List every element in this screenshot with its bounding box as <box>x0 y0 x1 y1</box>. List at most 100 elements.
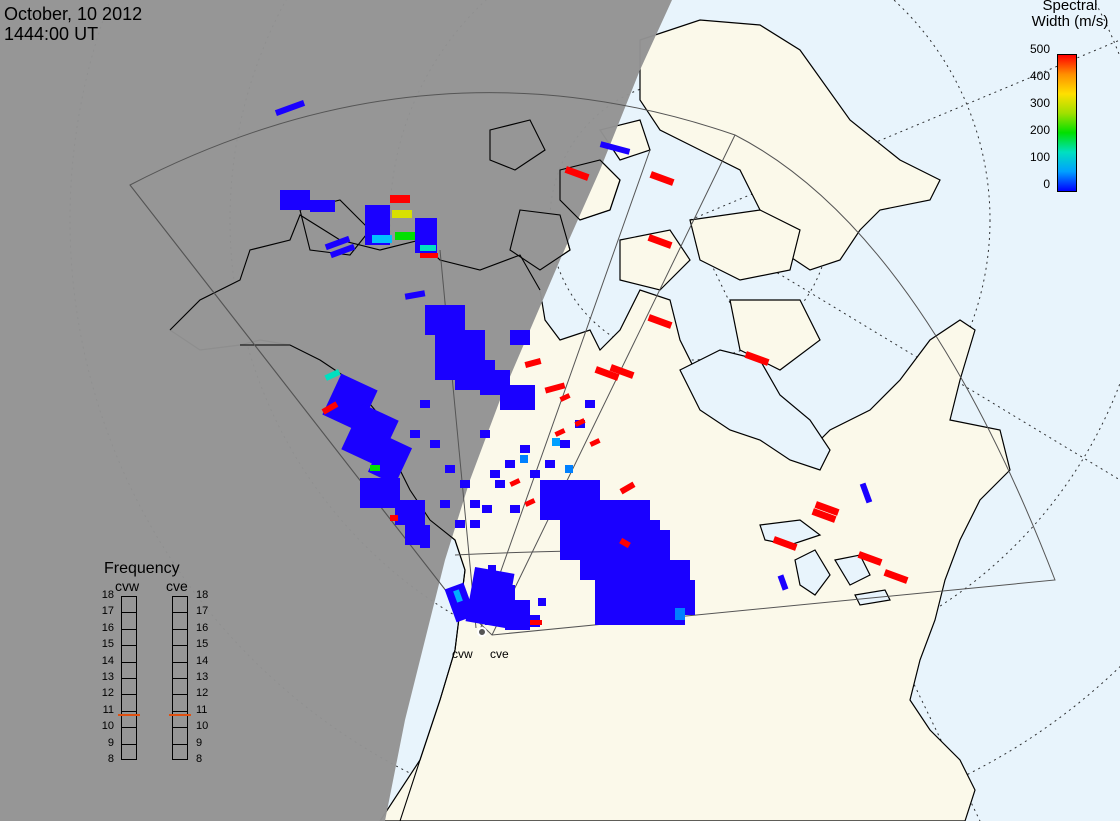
echo-cell <box>480 430 490 438</box>
echo-cell <box>510 505 520 513</box>
frequency-grid-line <box>172 694 188 696</box>
echo-cell <box>554 428 566 437</box>
echo-cell <box>390 515 398 521</box>
echo-cell <box>565 465 573 473</box>
frequency-tick-left: 10 <box>101 720 114 733</box>
frequency-tick-left: 17 <box>101 605 114 618</box>
colorbar-tick-label: 0 <box>1043 177 1050 191</box>
echo-cell <box>455 520 465 528</box>
echo-cell <box>510 330 530 345</box>
arctic-island-4 <box>689 209 801 281</box>
arctic-island-3 <box>619 229 691 291</box>
spectral-width-colorbar <box>1057 54 1077 192</box>
frequency-title: Frequency <box>104 560 180 577</box>
echo-cell <box>859 482 873 504</box>
echo-cell <box>440 500 450 508</box>
echo-cell <box>420 400 430 408</box>
frequency-tick-right: 17 <box>196 605 209 618</box>
great-lakes <box>759 519 891 606</box>
echo-cell <box>329 243 356 259</box>
echo-cell <box>460 480 470 488</box>
echo-cell <box>444 582 476 623</box>
echo-cell <box>520 455 528 463</box>
echo-cell <box>530 620 542 625</box>
frequency-tick-right: 14 <box>196 654 209 667</box>
radar-echoes <box>274 100 909 630</box>
echo-cell <box>505 460 515 468</box>
echo-cell <box>490 470 500 478</box>
echo-cell <box>552 438 560 446</box>
frequency-tick-left: 9 <box>107 736 114 749</box>
echo-cell <box>280 190 310 210</box>
frequency-grid-line <box>121 661 137 663</box>
frequency-tick-right: 13 <box>196 671 209 683</box>
echo-cell <box>744 351 770 366</box>
echo-cell <box>420 253 438 258</box>
frequency-grid-line <box>121 678 137 679</box>
echo-cell <box>544 382 566 394</box>
colorbar-tick-label: 500 <box>1029 42 1050 56</box>
echo-cell <box>564 166 590 181</box>
echo-cell <box>814 501 840 516</box>
echo-cell <box>360 478 400 508</box>
echo-cell <box>772 536 798 551</box>
echo-cell <box>445 465 455 473</box>
echo-cell <box>480 570 490 578</box>
site-label-cve: cve <box>490 647 509 661</box>
echo-cell <box>274 100 306 116</box>
frequency-grid-line <box>121 710 137 712</box>
frequency-grid-line <box>121 694 137 696</box>
frequency-grid-line <box>172 678 188 679</box>
frequency-grid-line <box>172 743 188 745</box>
echo-cell <box>470 520 480 528</box>
frequency-indicator-cve <box>169 713 191 716</box>
frequency-grid-line <box>121 645 137 647</box>
echo-cell <box>420 245 436 251</box>
arctic-island-5 <box>729 299 821 371</box>
frequency-grid-line <box>172 710 188 712</box>
site-label-cvw: cvw <box>452 647 473 661</box>
echo-cell <box>370 465 380 471</box>
echo-cell <box>777 574 789 591</box>
echo-cell <box>594 366 620 381</box>
frequency-tick-right: 16 <box>196 621 209 634</box>
echo-cell <box>599 141 631 155</box>
frequency-grid-line <box>172 612 188 614</box>
frequency-tick-left: 15 <box>101 638 114 651</box>
echo-cell <box>500 385 535 410</box>
echo-cell <box>488 565 496 573</box>
echo-cell <box>559 393 571 402</box>
echo-cell <box>619 537 631 549</box>
echo-cell <box>372 235 392 243</box>
frequency-grid-line <box>172 628 188 630</box>
echo-cell <box>395 232 415 240</box>
echo-cell <box>392 210 412 218</box>
echo-cell <box>585 400 595 408</box>
frequency-station-cvw: cvw <box>115 578 140 594</box>
frequency-grid-line <box>121 612 137 614</box>
echo-cell <box>619 481 636 495</box>
echo-cell <box>453 589 463 603</box>
frequency-indicator-cvw <box>118 713 140 716</box>
echo-cell <box>675 608 685 620</box>
echo-cell <box>404 290 426 300</box>
frequency-tick-left: 13 <box>101 671 114 683</box>
echo-cell <box>620 500 650 530</box>
echo-cell <box>680 580 695 615</box>
frequency-grid-line <box>121 727 137 729</box>
frequency-grid-line <box>172 661 188 663</box>
colorbar-title: Spectral Width (m/s) <box>1031 0 1109 30</box>
echo-cell <box>811 508 837 523</box>
echo-cell <box>415 218 437 253</box>
frequency-tick-right: 9 <box>196 736 203 749</box>
colorbar-tick-label: 100 <box>1029 150 1050 164</box>
echo-cell <box>574 418 586 427</box>
frequency-grid-line <box>121 743 137 745</box>
echo-cell <box>310 200 335 212</box>
echo-cell <box>589 438 601 447</box>
frequency-tick-right: 18 <box>196 589 209 601</box>
echo-cell <box>430 440 440 448</box>
echo-cell <box>520 445 530 453</box>
frequency-station-cve: cve <box>166 578 188 594</box>
